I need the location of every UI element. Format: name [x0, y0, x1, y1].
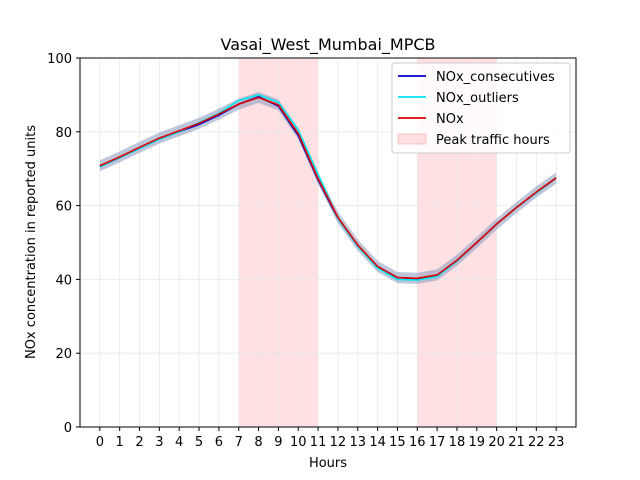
y-axis-label: NOx concentration in reported units — [24, 125, 39, 359]
x-tick-label: 11 — [310, 435, 327, 450]
chart-title: Vasai_West_Mumbai_MPCB — [221, 35, 436, 55]
legend-label: Peak traffic hours — [436, 133, 550, 148]
y-tick-label: 40 — [55, 273, 72, 288]
chart-legend: NOx_consecutives NOx_outliers NOx Peak traf… — [391, 62, 571, 154]
y-tick-label: 20 — [55, 347, 72, 362]
x-tick-label: 0 — [96, 435, 104, 450]
x-axis-label: Hours — [309, 456, 347, 471]
x-tick-label: 3 — [155, 435, 163, 450]
legend-label: NOx_outliers — [436, 91, 519, 106]
x-tick-label: 2 — [135, 435, 143, 450]
x-tick-label: 4 — [175, 435, 183, 450]
x-tick-label: 8 — [254, 435, 262, 450]
x-tick-label: 12 — [330, 435, 347, 450]
x-tick-label: 13 — [349, 435, 366, 450]
legend-swatch-peak-traffic-hours — [397, 133, 427, 145]
x-tick-label: 7 — [235, 435, 243, 450]
x-tick-label: 16 — [409, 435, 426, 450]
y-tick-label: 60 — [55, 200, 72, 215]
x-tick-label: 1 — [116, 435, 124, 450]
x-tick-label: 17 — [429, 435, 446, 450]
y-tick-label: 0 — [64, 421, 72, 436]
x-tick-label: 21 — [508, 435, 525, 450]
legend-label: NOx — [436, 112, 464, 127]
plot-frame — [79, 57, 577, 428]
legend-label: NOx_consecutives — [436, 70, 555, 85]
x-tick-label: 10 — [290, 435, 307, 450]
legend-box — [391, 62, 571, 154]
x-tick-label: 14 — [369, 435, 386, 450]
x-tick-label: 23 — [548, 435, 565, 450]
x-tick-label: 22 — [528, 435, 545, 450]
x-tick-label: 20 — [488, 435, 505, 450]
x-tick-label: 5 — [195, 435, 203, 450]
y-tick-label: 80 — [55, 126, 72, 141]
x-tick-label: 15 — [389, 435, 406, 450]
x-tick-label: 9 — [274, 435, 282, 450]
y-tick-label: 100 — [47, 52, 72, 67]
series-line-NOx — [99, 96, 557, 280]
x-tick-label: 18 — [449, 435, 466, 450]
x-tick-label: 19 — [469, 435, 486, 450]
x-tick-label: 6 — [215, 435, 223, 450]
